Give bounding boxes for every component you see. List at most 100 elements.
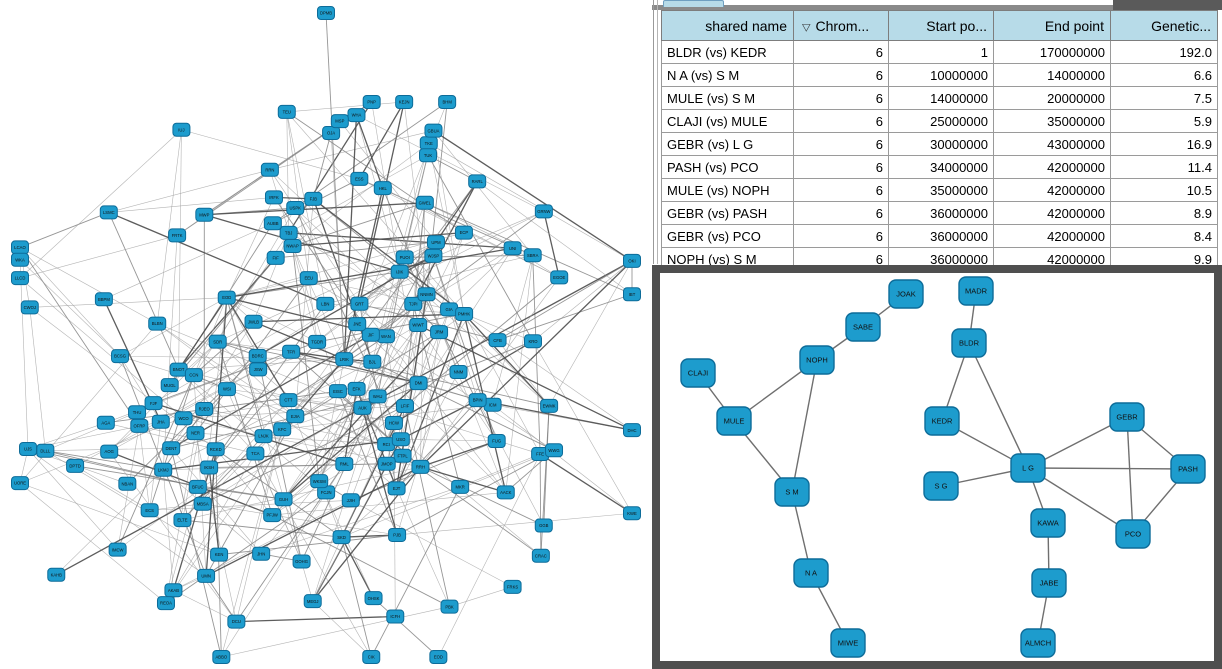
network-node[interactable]: TJPI: [404, 296, 423, 311]
network-node[interactable]: LSMC: [99, 205, 118, 220]
subnetwork-node-kedr[interactable]: KEDR: [924, 406, 960, 436]
network-node[interactable]: DENT: [162, 441, 181, 456]
cell-end-point[interactable]: 42000000: [993, 155, 1111, 179]
network-node[interactable]: KFC: [273, 422, 292, 437]
network-node[interactable]: IBT: [623, 287, 641, 302]
table-tab-fragment[interactable]: [663, 0, 724, 7]
network-node[interactable]: WKA: [11, 252, 29, 267]
network-node[interactable]: IMCW: [108, 542, 127, 557]
network-node[interactable]: RARL: [468, 174, 487, 189]
network-node[interactable]: FJF: [144, 396, 163, 411]
subnetwork-node-claji[interactable]: CLAJI: [680, 358, 716, 388]
network-node[interactable]: OJA: [322, 126, 341, 141]
table-row[interactable]: BLDR (vs) KEDR 6 1 170000000 192.0: [661, 40, 1218, 64]
cell-genetic[interactable]: 7.5: [1110, 86, 1218, 110]
network-node[interactable]: REOA: [156, 596, 175, 611]
cell-genetic[interactable]: 8.4: [1110, 224, 1218, 248]
table-row[interactable]: GEBR (vs) PCO 6 36000000 42000000 8.4: [661, 224, 1218, 248]
cell-end-point[interactable]: 14000000: [993, 63, 1111, 87]
subnetwork-node-pash[interactable]: PASH: [1170, 454, 1206, 484]
network-node[interactable]: GRNW: [534, 204, 553, 219]
network-node[interactable]: MUGL: [160, 378, 179, 393]
network-node[interactable]: WIWT: [409, 318, 428, 333]
network-node[interactable]: IKSH: [200, 460, 219, 475]
network-node[interactable]: WCO: [174, 411, 193, 426]
cell-start-point[interactable]: 34000000: [888, 155, 994, 179]
network-node[interactable]: TEU: [277, 104, 296, 119]
network-node[interactable]: BHM: [438, 95, 457, 109]
cell-chromosome[interactable]: 6: [793, 201, 889, 225]
network-node[interactable]: WHA: [347, 108, 366, 123]
cell-end-point[interactable]: 42000000: [993, 224, 1111, 248]
network-node[interactable]: LKMJ: [154, 462, 173, 477]
subnetwork-canvas[interactable]: JOAK MADR SABE NOPH BLDR CLAJI MULE KEDR GEBR L G…: [660, 273, 1214, 661]
network-node[interactable]: RRH: [411, 459, 430, 474]
cell-shared-name[interactable]: GEBR (vs) PCO: [661, 224, 794, 248]
network-node[interactable]: WSI: [217, 382, 236, 397]
network-node[interactable]: EJT: [387, 481, 406, 496]
network-node[interactable]: JMOP: [377, 456, 396, 471]
subnetwork-node-gebr[interactable]: GEBR: [1109, 402, 1145, 432]
cell-shared-name[interactable]: CLAJI (vs) MULE: [661, 109, 794, 133]
filter-icon[interactable]: ▽: [802, 22, 811, 33]
network-node[interactable]: WJSP: [424, 248, 443, 263]
subnetwork-edge[interactable]: [1027, 467, 1134, 535]
network-node[interactable]: WAU: [368, 389, 387, 404]
network-node[interactable]: CRAC: [531, 548, 550, 563]
network-node[interactable]: TGDR: [308, 334, 327, 349]
table-row[interactable]: GEBR (vs) PASH 6 36000000 42000000 8.9: [661, 201, 1218, 225]
cell-genetic[interactable]: 16.9: [1110, 132, 1218, 156]
network-node[interactable]: NWAP: [283, 239, 302, 254]
cell-genetic[interactable]: 192.0: [1110, 40, 1218, 64]
cell-start-point[interactable]: 36000000: [888, 224, 994, 248]
network-node[interactable]: MKR: [451, 479, 470, 494]
network-node[interactable]: LBN: [316, 296, 335, 311]
cell-start-point[interactable]: 30000000: [888, 132, 994, 156]
network-node[interactable]: TBJ: [279, 225, 298, 240]
network-node[interactable]: WAN: [376, 329, 395, 344]
network-node[interactable]: ECP: [454, 225, 473, 240]
network-node[interactable]: DMI: [409, 376, 428, 391]
cell-end-point[interactable]: 42000000: [993, 178, 1111, 202]
network-node[interactable]: EGOE: [550, 270, 569, 285]
network-node[interactable]: OHSK: [364, 591, 383, 606]
network-node[interactable]: OFRP: [130, 418, 149, 433]
network-node[interactable]: JNE: [348, 317, 367, 332]
cell-end-point[interactable]: 42000000: [993, 201, 1111, 225]
cell-genetic[interactable]: 10.5: [1110, 178, 1218, 202]
network-node[interactable]: MWP: [195, 207, 214, 222]
cell-chromosome[interactable]: 6: [793, 40, 889, 64]
network-node[interactable]: AOG: [100, 444, 119, 459]
cell-chromosome[interactable]: 6: [793, 155, 889, 179]
network-node[interactable]: SKD: [332, 530, 351, 545]
cell-genetic[interactable]: 6.6: [1110, 63, 1218, 87]
network-node[interactable]: EJIA: [286, 409, 305, 424]
cell-start-point[interactable]: 1: [888, 40, 994, 64]
network-node[interactable]: UNI: [503, 241, 522, 256]
network-node[interactable]: MSP: [330, 114, 349, 129]
network-node[interactable]: DHC: [623, 423, 641, 438]
network-node[interactable]: LNJK: [254, 429, 273, 444]
network-node[interactable]: RCKD: [206, 442, 225, 457]
network-node[interactable]: EFK: [347, 381, 366, 396]
subnetwork-node-s-m[interactable]: S M: [774, 477, 810, 507]
main-network-canvas[interactable]: DPMB WIWT FRTK JHA DENT MKR WAN EJIA BNOT KEJN AKA…: [0, 0, 652, 669]
subnetwork-node-bldr[interactable]: BLDR: [951, 328, 987, 358]
network-node[interactable]: GBUA: [424, 123, 443, 138]
table-row[interactable]: MULE (vs) S M 6 14000000 20000000 7.5: [661, 86, 1218, 110]
network-node[interactable]: BNOT: [169, 362, 188, 377]
subnetwork-node-s-g[interactable]: S G: [923, 471, 959, 501]
network-node[interactable]: HKL: [373, 181, 392, 196]
network-node[interactable]: AUBB: [263, 216, 282, 231]
cell-chromosome[interactable]: 6: [793, 109, 889, 133]
column-header-genetic[interactable]: Genetic...: [1110, 10, 1218, 41]
subnetwork-node-pco[interactable]: PCO: [1115, 519, 1151, 549]
table-row[interactable]: PASH (vs) PCO 6 34000000 42000000 11.4: [661, 155, 1218, 179]
network-node[interactable]: FIF: [266, 250, 285, 265]
subnetwork-node-jabe[interactable]: JABE: [1031, 568, 1067, 598]
network-node[interactable]: AACK: [496, 485, 515, 500]
network-node[interactable]: FTPL: [393, 448, 412, 463]
cell-shared-name[interactable]: N A (vs) S M: [661, 63, 794, 87]
network-node[interactable]: GWEL: [415, 195, 434, 210]
network-node[interactable]: KWE: [623, 506, 641, 521]
